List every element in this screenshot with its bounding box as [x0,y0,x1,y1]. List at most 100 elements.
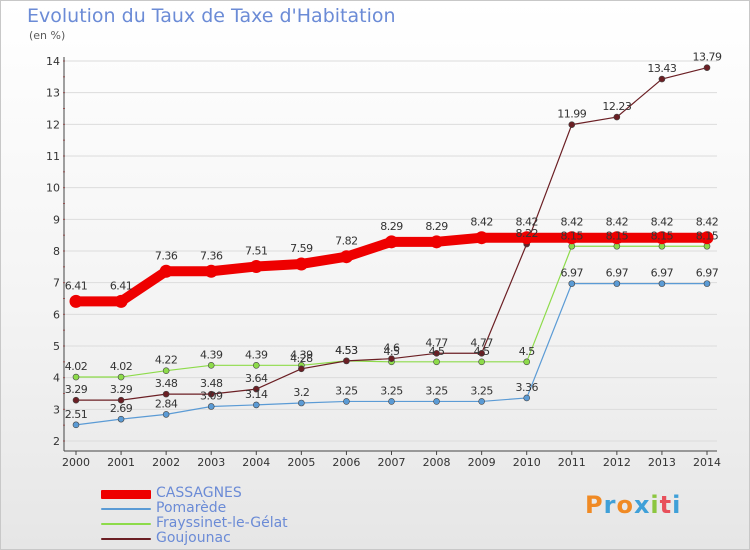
data-label: 4.53 [335,344,358,357]
data-point [478,349,485,357]
data-label: 8.42 [470,216,493,229]
data-label: 8.42 [515,216,538,229]
data-label: 8.42 [696,216,719,229]
data-label: 6.41 [110,279,133,292]
legend-swatch [101,523,151,525]
data-label: 3.48 [155,377,178,390]
data-label: 4.28 [290,352,313,365]
data-point [117,373,125,381]
data-label: 6.97 [651,267,674,280]
series-1 [72,280,711,429]
data-point [703,280,711,287]
data-label: 6.97 [696,267,719,280]
data-label: 4.39 [245,348,268,361]
data-point [568,280,576,287]
data-label: 4.02 [110,360,133,373]
data-point [433,358,440,366]
data-label: 6.97 [561,267,584,280]
data-label: 3.64 [245,372,268,385]
legend-label: Pomarède [156,500,227,516]
data-label: 3.14 [245,388,268,401]
y-tick-label-3: 3 [53,403,60,416]
y-tick-label-14: 14 [46,55,60,68]
data-point [207,403,215,410]
data-label: 7.36 [200,249,223,262]
x-tick-label-2001: 2001 [107,456,135,469]
data-label: 3.29 [110,383,133,396]
data-label: 4.77 [470,336,493,349]
data-point [613,280,621,287]
y-tick-label-6: 6 [53,308,60,321]
data-point [655,231,669,245]
data-label: 3.29 [65,383,88,396]
data-point [343,357,350,365]
data-label: 4.39 [200,348,223,361]
data-point [162,390,170,398]
data-point [72,421,80,429]
data-label: 8.42 [651,216,674,229]
legend-label: Frayssinet-le-Gélat [156,515,288,531]
x-tick-label-2006: 2006 [332,456,360,469]
data-label: 4.5 [384,345,400,358]
data-point [249,260,263,274]
data-point [385,235,398,249]
y-tick-label-9: 9 [53,213,60,226]
data-label: 8.22 [515,227,538,240]
chart-title: Evolution du Taux de Taxe d'Habitation [27,5,396,27]
y-axis-unit: (en %) [29,29,66,42]
data-label: 4.53 [335,344,358,357]
y-tick-label-8: 8 [53,245,60,258]
y-tick-label-2: 2 [53,435,60,448]
data-label: 4.02 [65,360,88,373]
x-tick-label-2004: 2004 [242,456,270,469]
data-point [162,367,170,375]
data-point [520,231,534,245]
data-label: 3.25 [425,384,448,397]
data-point [343,398,350,405]
data-point [610,231,624,245]
x-tick-label-2009: 2009 [468,456,496,469]
data-label: 3.25 [335,384,358,397]
data-point [700,231,714,245]
data-label: 8.15 [606,229,629,242]
data-label: 8.15 [696,229,719,242]
y-tick-label-5: 5 [53,340,60,353]
data-label: 7.82 [335,235,358,248]
data-label: 11.99 [557,108,586,121]
legend-swatch [101,489,151,499]
x-tick-label-2008: 2008 [423,456,451,469]
data-point [207,390,215,398]
data-label: 8.15 [651,229,674,242]
legend-label: CASSAGNES [156,485,242,501]
data-point [298,399,305,407]
x-tick-label-2014: 2014 [693,456,721,469]
y-tick-label-11: 11 [46,150,60,163]
data-point [658,75,666,83]
data-point [294,257,308,271]
data-point [207,362,215,369]
data-point [252,362,260,369]
data-label: 8.42 [561,216,584,229]
data-label: 6.41 [65,279,88,292]
data-point [388,355,395,362]
y-tick-label-12: 12 [46,118,60,131]
data-point [114,294,128,308]
data-label: 7.59 [290,242,313,255]
data-point [523,394,531,402]
y-tick-label-4: 4 [53,372,60,385]
data-point [252,401,260,409]
data-point [298,365,305,373]
legend-swatch [101,508,151,510]
x-tick-label-2011: 2011 [558,456,586,469]
data-point [430,235,444,249]
data-point [433,349,440,357]
legend-label: Goujounac [156,530,231,546]
data-point [433,398,440,405]
data-label: 7.36 [155,249,178,262]
data-label: 3.48 [200,377,223,390]
data-label: 6.97 [606,267,629,280]
data-label: 3.09 [200,389,223,402]
y-tick-label-13: 13 [46,87,60,100]
data-label: 13.43 [647,62,676,75]
